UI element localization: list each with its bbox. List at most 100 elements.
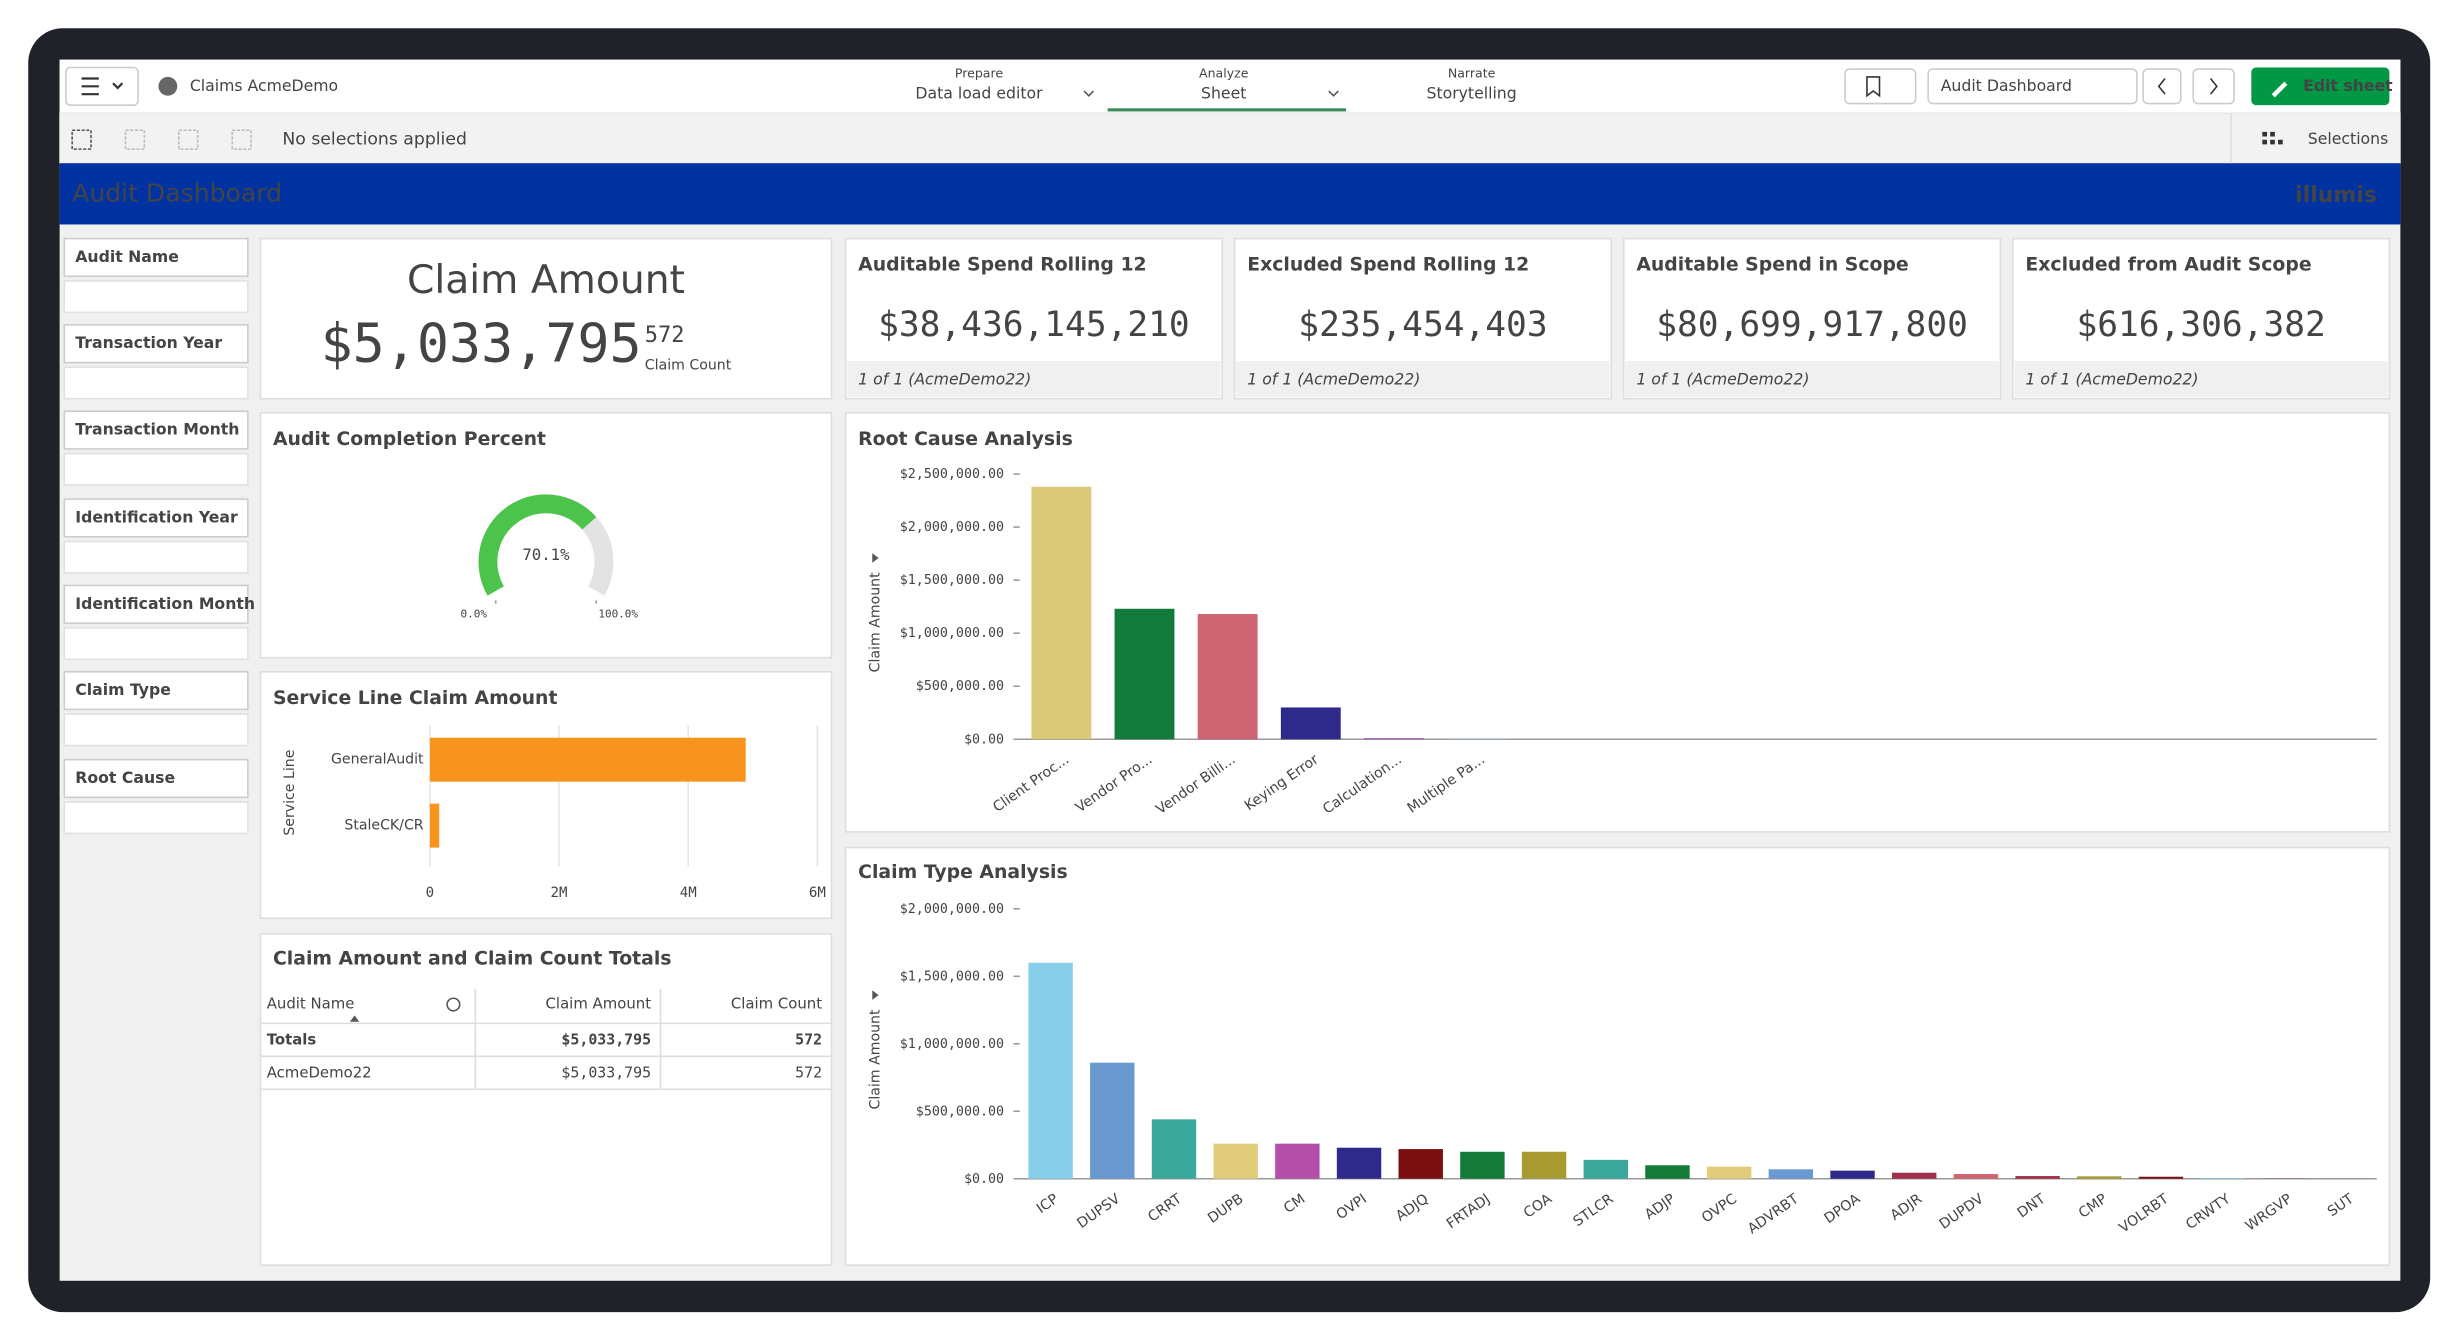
table-cell: Totals xyxy=(267,1031,317,1049)
selection-tool[interactable] xyxy=(178,129,199,150)
kpi-count: 572 xyxy=(645,323,685,348)
x-tick-label: 4M xyxy=(680,885,697,901)
bar xyxy=(1583,1159,1628,1179)
gauge-value xyxy=(478,494,597,596)
x-tick-label: 2M xyxy=(551,885,568,901)
nav-tab[interactable]: Data load editor xyxy=(915,84,1043,103)
nav-tab[interactable]: Storytelling xyxy=(1427,84,1517,103)
logo: illumis xyxy=(2295,183,2377,208)
filter-list xyxy=(63,627,249,661)
panel xyxy=(259,933,833,1266)
nav-tab[interactable]: Sheet xyxy=(1201,84,1246,103)
bar xyxy=(1645,1165,1690,1179)
kpi-value: $80,699,917,800 xyxy=(1656,305,1968,345)
y-tick-label: $1,500,000.00 xyxy=(900,969,1004,984)
bar xyxy=(1521,1151,1567,1179)
filter-label: Claim Type xyxy=(75,680,171,699)
nav-label: Prepare xyxy=(955,65,1003,80)
bookmark-icon xyxy=(1866,76,1881,98)
axis-toggle[interactable] xyxy=(872,990,879,1000)
bar xyxy=(1275,1143,1320,1179)
y-tick-label: $500,000.00 xyxy=(916,1104,1004,1119)
filter-pane[interactable] xyxy=(63,584,249,624)
filter-list xyxy=(63,280,249,314)
y-tick-label: $500,000.00 xyxy=(916,679,1004,694)
prev-button[interactable] xyxy=(2142,68,2182,105)
filter-pane[interactable] xyxy=(63,758,249,799)
filter-list xyxy=(63,540,249,574)
bar xyxy=(2200,1178,2245,1179)
filter-list xyxy=(63,452,249,486)
kpi-value: $616,306,382 xyxy=(2076,305,2325,345)
sheet-name: Audit Dashboard xyxy=(1941,76,2072,95)
filter-pane[interactable] xyxy=(63,671,249,711)
y-tick-label: $0.00 xyxy=(964,1172,1004,1187)
selection-tool[interactable] xyxy=(71,129,92,150)
filter-list xyxy=(63,366,249,400)
gauge-tick-label: 0.0% xyxy=(461,607,488,620)
table-cell: $5,033,795 xyxy=(561,1064,651,1082)
panel xyxy=(259,671,833,919)
selections-button[interactable]: Selections xyxy=(2308,129,2388,148)
kpi-footer-text: 1 of 1 (AcmeDemo22) xyxy=(1247,369,1420,388)
kpi-footer xyxy=(847,361,1221,398)
bar xyxy=(1031,486,1092,740)
bar xyxy=(1280,707,1341,740)
column-header: Claim Amount xyxy=(546,995,652,1013)
chart-title: Audit Completion Percent xyxy=(273,429,546,450)
bar xyxy=(1090,1062,1135,1179)
filter-pane[interactable] xyxy=(63,237,249,278)
nav-label: Narrate xyxy=(1448,65,1496,80)
selection-tool[interactable] xyxy=(231,129,252,150)
x-tick-label: 0 xyxy=(426,885,434,901)
panel xyxy=(259,412,833,659)
kpi-title: Excluded from Audit Scope xyxy=(2025,255,2311,276)
chart-title: Claim Type Analysis xyxy=(858,862,1068,883)
bar xyxy=(429,803,440,848)
y-tick-label: GeneralAudit xyxy=(331,752,424,768)
search-icon[interactable] xyxy=(446,997,461,1012)
bar xyxy=(1830,1170,1875,1179)
prev-icon xyxy=(2157,77,2166,95)
filter-label: Root Cause xyxy=(75,768,175,787)
bar xyxy=(1398,1149,1443,1179)
axis-title: Service Line xyxy=(282,750,298,836)
bar xyxy=(1028,962,1073,1179)
bar xyxy=(1213,1143,1258,1179)
kpi-title: Auditable Spend in Scope xyxy=(1636,255,1908,276)
filter-label: Transaction Month xyxy=(75,420,239,439)
bar xyxy=(1114,608,1175,740)
filter-pane[interactable] xyxy=(63,324,249,364)
sheet-button[interactable] xyxy=(1927,68,2138,105)
kpi-value: $38,436,145,210 xyxy=(878,305,1190,345)
bar xyxy=(1364,738,1424,740)
nav-chevron xyxy=(1083,90,1095,97)
menu-button[interactable] xyxy=(65,66,139,106)
filter-pane[interactable] xyxy=(63,410,249,450)
filter-list xyxy=(63,801,249,835)
gauge-tick-label: 100.0% xyxy=(598,607,638,620)
filter-pane[interactable] xyxy=(63,498,249,538)
y-tick-label: $0.00 xyxy=(964,732,1004,747)
bar xyxy=(1197,614,1258,740)
axis-title: Claim Amount xyxy=(867,572,883,673)
y-tick-label: StaleCK/CR xyxy=(344,818,423,834)
panel xyxy=(844,846,2391,1266)
banner xyxy=(59,163,2401,225)
gauge-value-label: 70.1% xyxy=(522,545,570,564)
column-header: Claim Count xyxy=(731,995,822,1013)
content: Claims AcmeDemo Prepare Data load editor An… xyxy=(63,65,2393,1266)
axis-toggle[interactable] xyxy=(872,553,879,563)
bar xyxy=(1892,1172,1937,1179)
edit-icon xyxy=(2271,81,2288,98)
edit-label: Edit sheet xyxy=(2303,76,2393,95)
next-button[interactable] xyxy=(2192,68,2235,105)
kpi-title: Claim Amount xyxy=(407,258,685,303)
bar xyxy=(1953,1174,1999,1179)
table-title: Claim Amount and Claim Count Totals xyxy=(273,949,672,970)
y-tick-label: $1,500,000.00 xyxy=(900,573,1004,588)
edit-button[interactable] xyxy=(2251,67,2390,106)
filter-label: Identification Year xyxy=(75,507,238,526)
panel xyxy=(844,412,2391,833)
kpi-title: Excluded Spend Rolling 12 xyxy=(1247,255,1529,276)
